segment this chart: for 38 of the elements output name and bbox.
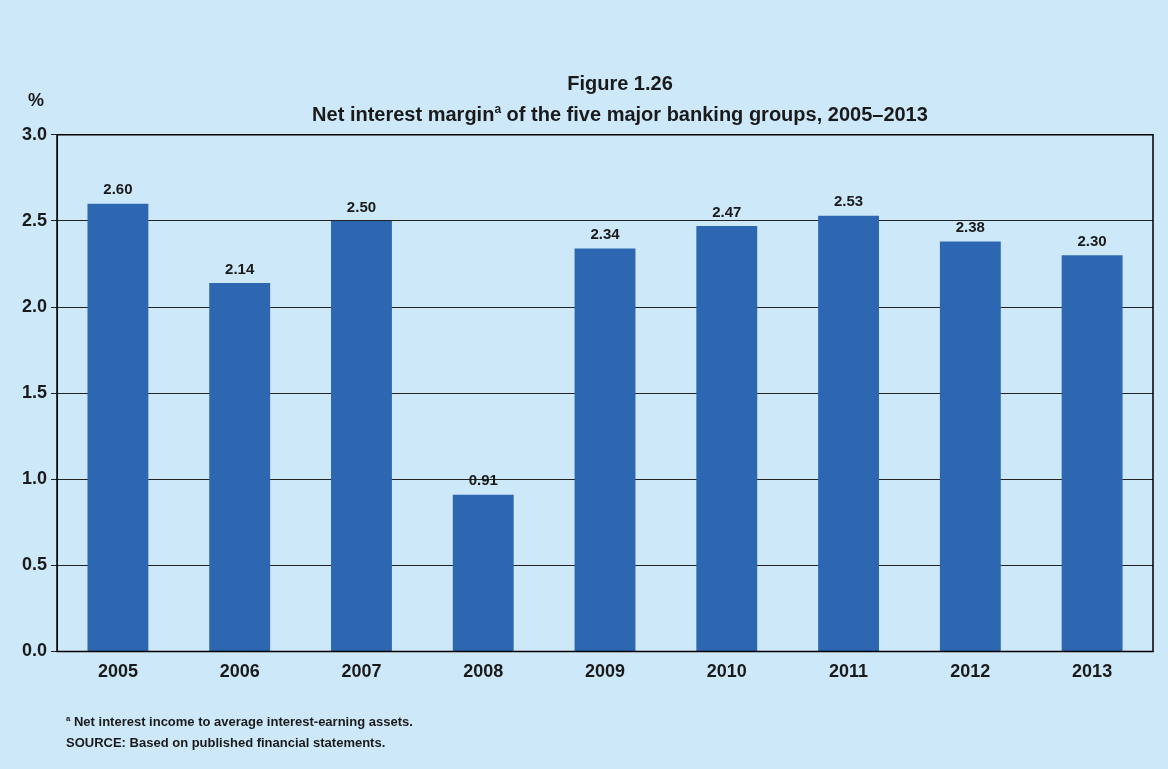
x-tick-label: 2008 <box>463 661 504 682</box>
bar <box>574 248 636 651</box>
bar <box>1061 255 1123 651</box>
data-label: 2.34 <box>590 225 621 243</box>
x-tick-label: 2010 <box>706 661 747 682</box>
x-tick-label: 2009 <box>584 661 626 682</box>
x-tick-label: 2006 <box>219 661 260 682</box>
text: $^{a}$ Net interest income to average interest-earning assets. <box>66 713 413 732</box>
bar <box>452 494 514 651</box>
bar <box>939 241 1001 651</box>
y-tick-label: 2.5 <box>21 209 48 230</box>
x-tick-label: 2012 <box>950 661 991 682</box>
bar <box>209 282 271 651</box>
chart-subtitle: Net interest margin$^{a}$ of the five major banking groups, 2005–2013 <box>312 102 928 125</box>
data-label: 2.14 <box>225 259 255 277</box>
data-label: 2.50 <box>346 197 377 215</box>
data-label: 2.38 <box>955 218 985 236</box>
bar <box>331 220 392 651</box>
y-tick-label: 1.5 <box>21 382 48 403</box>
chart-title: Figure 1.26 <box>567 72 673 94</box>
y-tick-label: 2.0 <box>21 295 48 316</box>
data-label: 2.53 <box>833 192 864 210</box>
data-label: 2.30 <box>1077 231 1107 249</box>
bar <box>818 215 880 651</box>
source-note: SOURCE: Based on published financial statements. <box>66 734 387 753</box>
x-tick-label: 2013 <box>1072 661 1113 682</box>
data-label: 2.60 <box>103 180 133 198</box>
y-axis-title: % <box>28 90 45 111</box>
x-tick-label: 2007 <box>341 661 382 682</box>
data-label: 2.47 <box>712 202 742 220</box>
bar <box>87 203 149 651</box>
y-tick-label: 1.0 <box>21 468 48 489</box>
x-tick-label: 2011 <box>829 661 869 682</box>
x-tick-label: 2005 <box>97 661 138 682</box>
bar <box>696 226 758 651</box>
y-tick-label: 0.5 <box>21 554 48 575</box>
y-tick-label: 3.0 <box>21 123 48 144</box>
y-tick-label: 0.0 <box>21 640 48 661</box>
